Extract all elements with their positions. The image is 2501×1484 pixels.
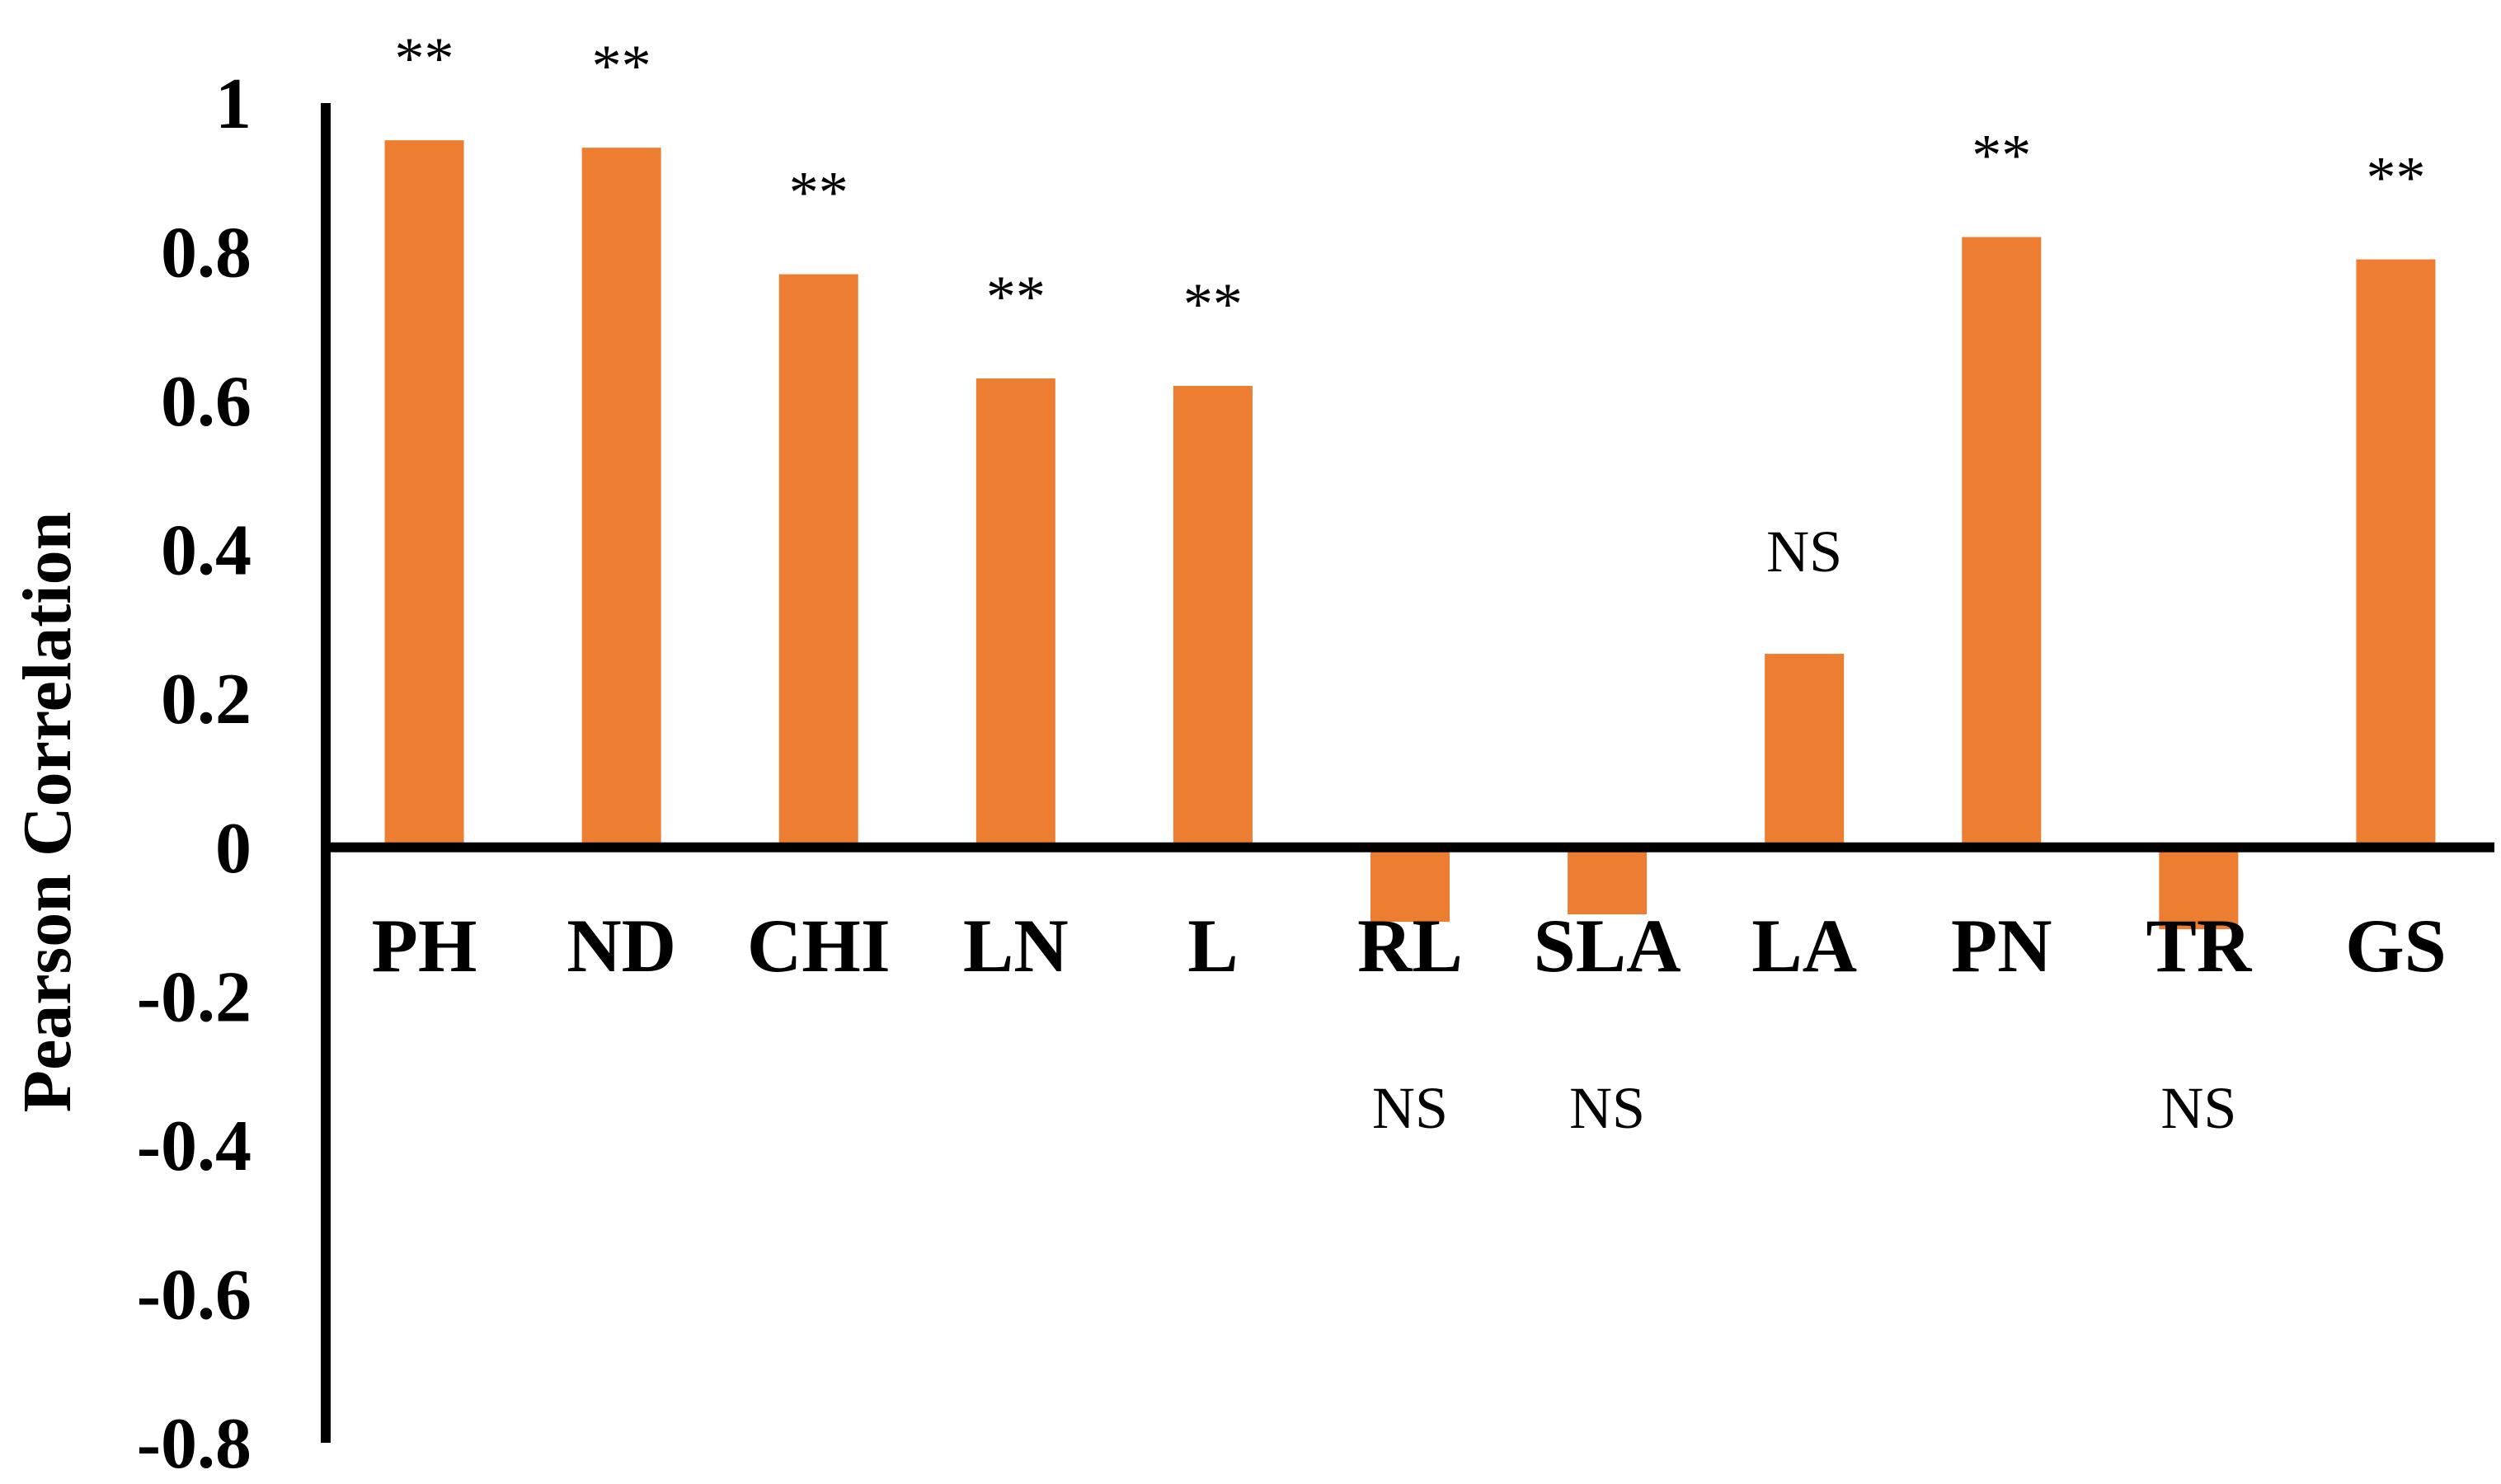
significance-label-pn: ** <box>1972 123 2031 189</box>
y-tick-label: -0.4 <box>137 1106 252 1186</box>
significance-label-gs: ** <box>2366 145 2425 211</box>
y-tick-label: 0.2 <box>161 660 252 740</box>
category-label-gs: GS <box>2345 904 2447 988</box>
category-label-tr: TR <box>2146 904 2252 988</box>
category-label-nd: ND <box>566 904 676 988</box>
category-label-pn: PN <box>1951 904 2052 988</box>
category-label-l: L <box>1187 904 1238 988</box>
category-labels: PH ND CHI LN L RL SLA LA PN TR GS <box>372 904 2447 988</box>
y-tick-label: 0.6 <box>161 362 252 442</box>
y-tick-label: 0 <box>215 809 252 889</box>
bar-ph <box>384 140 464 848</box>
significance-label-rl: NS <box>1372 1075 1448 1141</box>
significance-label-la: NS <box>1766 519 1842 585</box>
bar-tr <box>2159 847 2239 930</box>
bar-l <box>1173 386 1253 848</box>
bars-group <box>384 140 2436 930</box>
significance-label-ph: ** <box>395 26 454 92</box>
bar-rl <box>1370 847 1450 923</box>
bar-chi <box>778 274 858 848</box>
y-axis-label: Pearson Correlation <box>9 512 86 1113</box>
bar-gs <box>2356 259 2436 848</box>
category-label-ph: PH <box>372 904 477 988</box>
bar-nd <box>581 148 661 848</box>
y-tick-label: -0.8 <box>137 1404 252 1484</box>
y-tick-label: 1 <box>215 64 252 144</box>
significance-labels: ** ** ** ** ** NS NS NS ** NS ** <box>395 26 2426 1141</box>
significance-label-nd: ** <box>592 33 651 99</box>
y-tick-label: -0.6 <box>137 1255 252 1335</box>
y-tick-label: -0.2 <box>137 957 252 1037</box>
category-label-sla: SLA <box>1534 904 1681 988</box>
bar-ln <box>975 378 1055 848</box>
significance-label-chi: ** <box>789 160 849 226</box>
y-tick-label: 0.8 <box>161 214 252 294</box>
bar-la <box>1765 654 1845 848</box>
significance-label-tr: NS <box>2160 1075 2236 1141</box>
y-tick-labels: 1 0.8 0.6 0.4 0.2 0 -0.2 -0.4 -0.6 -0.8 <box>137 64 252 1484</box>
category-label-ln: LN <box>963 904 1069 988</box>
significance-label-ln: ** <box>986 264 1046 330</box>
significance-label-sla: NS <box>1569 1075 1645 1141</box>
category-label-la: LA <box>1751 904 1857 988</box>
significance-label-l: ** <box>1183 271 1243 337</box>
bar-pn <box>1962 237 2042 848</box>
y-tick-label: 0.4 <box>161 511 252 591</box>
category-label-chi: CHI <box>747 904 891 988</box>
bar-sla <box>1568 847 1648 915</box>
category-label-rl: RL <box>1357 904 1463 988</box>
